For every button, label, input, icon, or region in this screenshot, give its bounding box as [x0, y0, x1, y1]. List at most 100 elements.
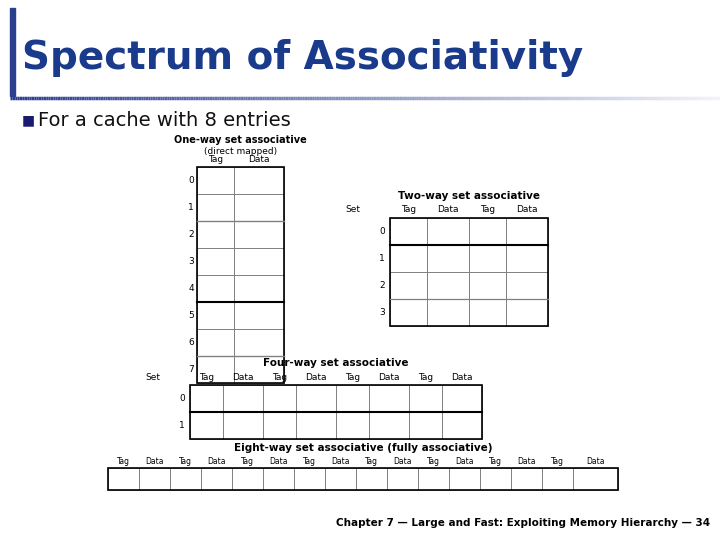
Text: Tag: Tag: [401, 206, 416, 214]
Text: Data: Data: [233, 373, 253, 381]
Bar: [469, 245, 506, 272]
Text: Chapter 7 — Large and Fast: Exploiting Memory Hierarchy — 34: Chapter 7 — Large and Fast: Exploiting M…: [336, 518, 710, 528]
Text: 1: 1: [379, 254, 385, 263]
Bar: [369, 412, 409, 439]
Bar: [234, 167, 284, 194]
Bar: [390, 218, 548, 326]
Text: Tag: Tag: [179, 456, 192, 465]
Text: Data: Data: [451, 373, 473, 381]
Bar: [336, 385, 369, 412]
Text: 5: 5: [188, 311, 194, 320]
Text: 3: 3: [188, 257, 194, 266]
Text: Data: Data: [586, 456, 605, 465]
Bar: [442, 385, 482, 412]
Bar: [190, 385, 482, 439]
Text: 3: 3: [379, 308, 385, 317]
Bar: [449, 468, 480, 490]
Text: Data: Data: [437, 206, 459, 214]
Text: (direct mapped): (direct mapped): [204, 147, 277, 157]
Text: Tag: Tag: [489, 456, 502, 465]
Bar: [263, 385, 296, 412]
Bar: [190, 412, 223, 439]
Text: 1: 1: [179, 421, 185, 430]
Bar: [170, 468, 201, 490]
Bar: [427, 218, 469, 245]
Text: Data: Data: [455, 456, 474, 465]
Bar: [390, 299, 427, 326]
Text: Tag: Tag: [418, 373, 433, 381]
Text: Tag: Tag: [551, 456, 564, 465]
Text: Data: Data: [145, 456, 163, 465]
Text: 2: 2: [379, 281, 385, 290]
Text: Eight-way set associative (fully associative): Eight-way set associative (fully associa…: [234, 443, 492, 453]
Bar: [197, 167, 234, 194]
Bar: [506, 245, 548, 272]
Text: Data: Data: [517, 456, 536, 465]
Bar: [427, 299, 469, 326]
Text: Data: Data: [331, 456, 350, 465]
Bar: [469, 218, 506, 245]
Text: Tag: Tag: [427, 456, 440, 465]
Text: Data: Data: [269, 456, 288, 465]
Bar: [409, 385, 442, 412]
Text: Four-way set associative: Four-way set associative: [264, 358, 409, 368]
Text: Tag: Tag: [345, 373, 360, 381]
Bar: [223, 385, 263, 412]
Bar: [108, 468, 618, 490]
Text: Set: Set: [145, 373, 160, 381]
Bar: [325, 468, 356, 490]
Bar: [469, 272, 506, 299]
Text: Data: Data: [207, 456, 226, 465]
Bar: [296, 412, 336, 439]
Text: Data: Data: [516, 206, 538, 214]
Bar: [409, 412, 442, 439]
Text: 0: 0: [188, 176, 194, 185]
Text: Tag: Tag: [117, 456, 130, 465]
Bar: [542, 468, 573, 490]
Bar: [390, 245, 427, 272]
Bar: [506, 272, 548, 299]
Bar: [418, 468, 449, 490]
Bar: [10, 8, 15, 96]
Bar: [294, 468, 325, 490]
Bar: [234, 248, 284, 275]
Bar: [197, 275, 234, 302]
Bar: [573, 468, 618, 490]
Bar: [234, 275, 284, 302]
Bar: [190, 385, 223, 412]
Text: 1: 1: [188, 203, 194, 212]
Text: Data: Data: [393, 456, 412, 465]
Text: Tag: Tag: [365, 456, 378, 465]
Bar: [263, 468, 294, 490]
Bar: [506, 218, 548, 245]
Bar: [197, 302, 234, 329]
Bar: [427, 245, 469, 272]
Bar: [197, 329, 234, 356]
Text: 0: 0: [379, 227, 385, 236]
Text: 2: 2: [189, 230, 194, 239]
Text: ■: ■: [22, 113, 35, 127]
Bar: [197, 248, 234, 275]
Bar: [469, 299, 506, 326]
Bar: [390, 272, 427, 299]
Text: Tag: Tag: [208, 154, 223, 164]
Bar: [296, 385, 336, 412]
Bar: [234, 221, 284, 248]
Bar: [197, 167, 284, 383]
Bar: [234, 329, 284, 356]
Bar: [336, 412, 369, 439]
Text: Tag: Tag: [272, 373, 287, 381]
Text: 0: 0: [179, 394, 185, 403]
Bar: [234, 302, 284, 329]
Bar: [442, 412, 482, 439]
Bar: [511, 468, 542, 490]
Bar: [480, 468, 511, 490]
Bar: [201, 468, 232, 490]
Bar: [369, 385, 409, 412]
Bar: [197, 221, 234, 248]
Bar: [197, 194, 234, 221]
Text: One-way set associative: One-way set associative: [174, 135, 307, 145]
Text: Set: Set: [345, 206, 360, 214]
Text: 6: 6: [188, 338, 194, 347]
Bar: [223, 412, 263, 439]
